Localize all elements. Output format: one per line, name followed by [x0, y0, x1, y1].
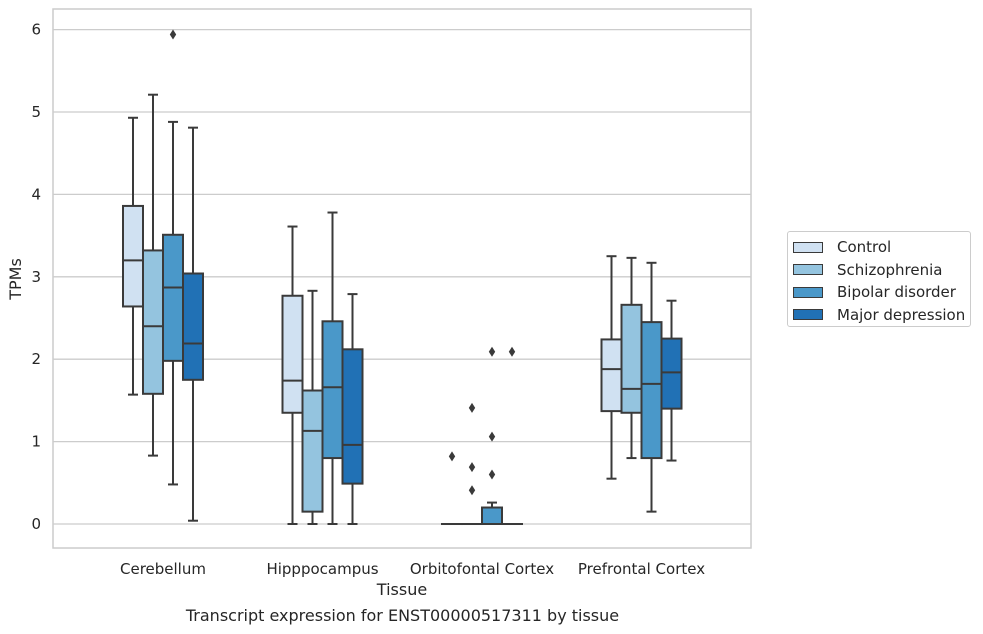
- box-body: [321, 320, 344, 460]
- box-body: [341, 348, 364, 485]
- y-tick-label: 3: [31, 268, 41, 286]
- box-bipolar-disorder: [640, 261, 663, 513]
- x-axis-label: Tissue: [376, 580, 427, 599]
- y-tick-labels: 0 1 2 3 4 5 6: [31, 21, 41, 533]
- plot-frame: [52, 8, 752, 549]
- outlier-point: [468, 402, 476, 413]
- y-tick-label: 2: [31, 350, 41, 368]
- box-control: [122, 116, 144, 396]
- x-tick-label: Prefrontal Cortex: [578, 560, 705, 578]
- x-tick-label: Orbitofontal Cortex: [410, 560, 554, 578]
- box-major-depression: [182, 126, 204, 522]
- box-bipolar-disorder: [162, 29, 184, 486]
- legend-swatch: [793, 309, 823, 321]
- legend-label: Schizophrenia: [837, 260, 943, 279]
- outlier-point: [448, 451, 456, 462]
- box-body: [281, 294, 304, 414]
- box-schizophrenia: [142, 93, 164, 457]
- box-major-depression: [501, 346, 523, 526]
- box-control: [441, 451, 463, 526]
- boxes: [122, 29, 683, 526]
- box-body: [182, 272, 204, 381]
- outlier-point: [468, 485, 476, 496]
- legend-label: Control: [837, 238, 892, 257]
- legend-item: Schizophrenia: [792, 259, 970, 282]
- box-bipolar-disorder: [321, 211, 344, 525]
- outlier-point: [468, 462, 476, 473]
- box-control: [600, 255, 623, 480]
- x-tick-labels: Cerebellum Hipppocampus Orbitofontal Corte…: [120, 560, 705, 578]
- x-tick-label: Hipppocampus: [266, 560, 378, 578]
- legend-swatch: [793, 264, 823, 276]
- box-body: [600, 338, 623, 413]
- outlier-point: [508, 346, 516, 357]
- legend-label: Major depression: [837, 305, 966, 324]
- box-major-depression: [341, 293, 364, 525]
- outlier-point: [169, 29, 177, 40]
- chart-caption: Transcript expression for ENST0000051731…: [185, 606, 620, 625]
- y-tick-label: 0: [31, 515, 41, 533]
- box-body: [142, 249, 164, 395]
- y-tick-label: 4: [31, 185, 41, 203]
- legend-item: Major depression: [792, 304, 970, 327]
- box-body: [640, 321, 663, 460]
- x-tick-label: Cerebellum: [120, 560, 206, 578]
- box-major-depression: [660, 299, 683, 462]
- legend-swatch: [793, 241, 823, 253]
- outlier-point: [488, 346, 496, 357]
- legend-swatch: [793, 286, 823, 298]
- box-body: [301, 389, 324, 513]
- legend-item: Control: [792, 236, 970, 259]
- legend-label: Bipolar disorder: [837, 283, 956, 302]
- box-body: [162, 233, 184, 362]
- box-bipolar-disorder: [481, 346, 503, 525]
- y-tick-label: 6: [31, 21, 41, 39]
- outlier-point: [488, 431, 496, 442]
- outlier-point: [488, 469, 496, 480]
- box-schizophrenia: [301, 289, 324, 525]
- box-body: [122, 204, 144, 308]
- box-control: [281, 225, 304, 525]
- box-body: [660, 337, 683, 410]
- legend-item: Bipolar disorder: [792, 281, 970, 304]
- legend: Control Schizophrenia Bipolar disorder Majo…: [787, 231, 971, 327]
- box-schizophrenia: [461, 402, 483, 526]
- box-body: [620, 303, 643, 414]
- box-schizophrenia: [620, 256, 643, 460]
- y-tick-label: 1: [31, 433, 41, 451]
- y-tick-label: 5: [31, 103, 41, 121]
- box-body: [481, 506, 503, 525]
- y-axis-label: TPMs: [6, 258, 25, 301]
